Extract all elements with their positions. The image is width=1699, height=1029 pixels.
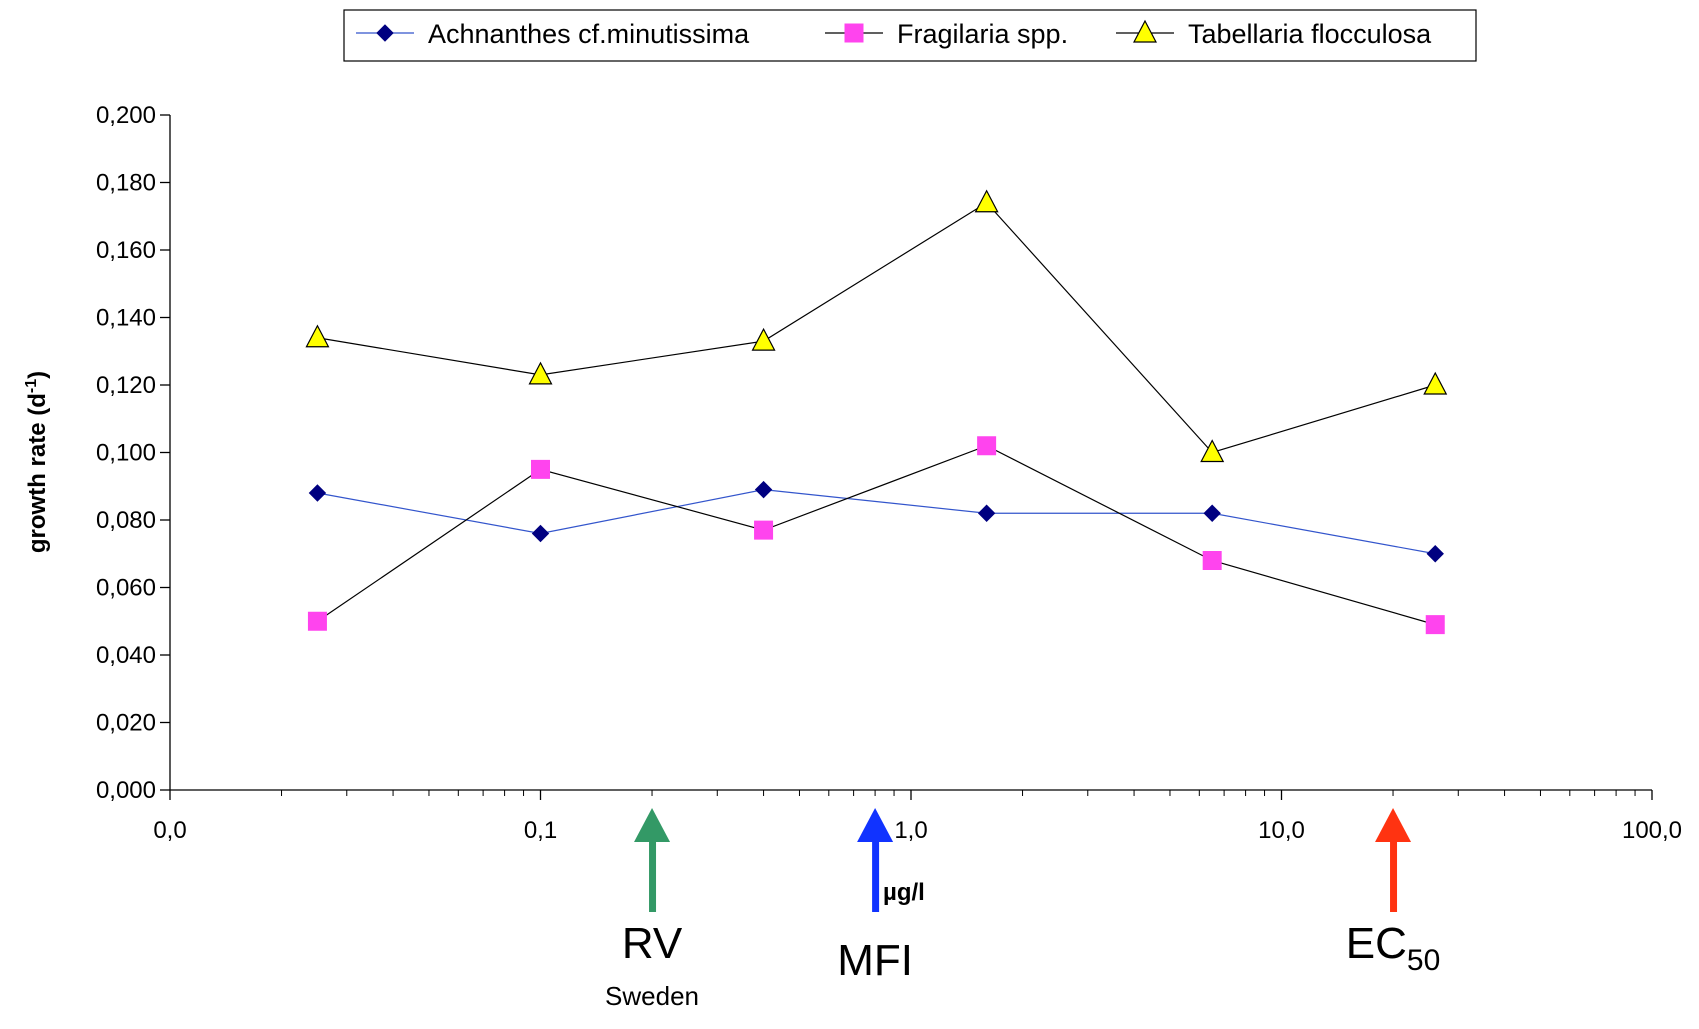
data-point — [754, 480, 773, 499]
annotation-label: EC50 — [1346, 919, 1441, 977]
data-point — [531, 459, 550, 479]
series-line-1 — [317, 489, 1436, 555]
data-point — [528, 361, 553, 385]
annotation-arrow-shaft — [1390, 840, 1398, 912]
y-axis-label-sup: -1 — [23, 379, 40, 393]
legend-marker — [1133, 19, 1157, 43]
y-tick-label: 0,020 — [96, 710, 156, 737]
y-tick-label: 0,060 — [96, 575, 156, 602]
legend-marker — [376, 24, 394, 42]
data-point — [307, 611, 327, 631]
data-point — [1203, 504, 1221, 522]
y-tick-label: 0,120 — [96, 372, 156, 399]
legend-box — [343, 9, 1477, 62]
y-tick-label: 0,080 — [96, 507, 156, 534]
legend-label: Tabellaria flocculosa — [1188, 19, 1432, 49]
data-point — [977, 504, 996, 522]
data-point — [1423, 371, 1448, 395]
data-point — [1426, 545, 1444, 563]
data-point — [305, 324, 330, 348]
data-point — [751, 327, 776, 351]
data-point — [1200, 439, 1225, 463]
y-tick-label: 0,200 — [96, 102, 156, 129]
y-tick-label: 0,180 — [96, 170, 156, 197]
x-tick-label: 100,0 — [1622, 817, 1682, 844]
legend-marker — [844, 23, 864, 43]
data-point — [308, 484, 327, 502]
x-tick-label: 1,0 — [894, 817, 927, 844]
x-tick-label: 0,1 — [524, 817, 557, 844]
data-point — [1425, 615, 1445, 635]
x-axis-unit-label: µg/l — [883, 879, 925, 906]
annotation-arrow-head — [857, 808, 894, 842]
axes: 0,000 0,020 0,040 0,060 0,080 0,100 0,120 0,140… — [96, 102, 1682, 844]
annotations: RV Sweden MFI EC50 — [605, 808, 1440, 1011]
y-axis-label-close: ) — [24, 371, 51, 379]
y-axis-label-main: growth rate (d — [24, 393, 51, 553]
annotation-label: MFI — [837, 936, 913, 985]
data-point — [754, 520, 774, 540]
annotation-arrow-shaft — [649, 840, 657, 912]
series-lines — [317, 201, 1436, 626]
y-tick-label: 0,040 — [96, 642, 156, 669]
series-line-3 — [317, 201, 1436, 454]
annotation-arrow-head — [634, 808, 671, 842]
legend: Achnanthes cf.minutissima Fragilaria spp.… — [343, 9, 1477, 62]
annotation-arrow-shaft — [872, 840, 880, 912]
y-tick-label: 0,100 — [96, 440, 156, 467]
y-tick-label: 0,160 — [96, 237, 156, 264]
annotation-label: RV — [622, 919, 683, 968]
data-point — [1202, 551, 1222, 570]
series-line-2 — [317, 445, 1436, 626]
y-tick-label: 0,140 — [96, 305, 156, 332]
legend-label: Fragilaria spp. — [897, 19, 1068, 49]
annotation-arrow-head — [1375, 808, 1412, 842]
x-tick-label: 0,0 — [153, 817, 186, 844]
x-tick-label: 10,0 — [1258, 817, 1305, 844]
data-point — [977, 436, 997, 456]
annotation-subscript: 50 — [1407, 944, 1440, 977]
legend-label: Achnanthes cf.minutissima — [428, 19, 750, 49]
y-tick-label: 0,000 — [96, 777, 156, 804]
series-markers — [305, 189, 1448, 635]
data-point — [531, 524, 550, 543]
y-axis-label: growth rate (d-1) — [23, 371, 51, 553]
annotation-sublabel: Sweden — [605, 981, 699, 1011]
data-point — [974, 189, 999, 213]
